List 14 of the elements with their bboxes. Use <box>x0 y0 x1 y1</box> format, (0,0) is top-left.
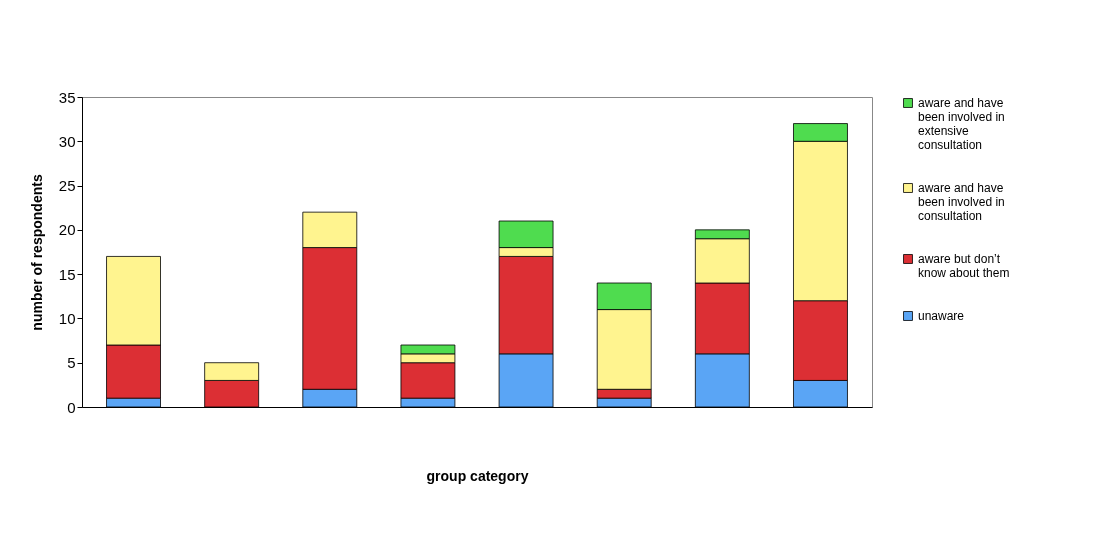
y-tick-label: 15 <box>58 265 76 283</box>
y-tick-label: 25 <box>58 177 76 195</box>
legend-label: aware and have been involved in extensive consultation <box>918 96 1005 152</box>
x-axis-title: group category <box>426 467 529 484</box>
legend-label: aware but don’t know about them <box>918 252 1010 280</box>
y-tick-label: 35 <box>58 88 76 106</box>
y-tick-label: 10 <box>58 309 76 327</box>
legend-label: aware and have been involved in consultation <box>918 181 1005 223</box>
y-tick-label: 5 <box>67 354 76 372</box>
legend-label: unaware <box>918 309 965 323</box>
y-tick-label: 0 <box>67 398 76 416</box>
y-axis-title: number of respondents <box>28 174 45 331</box>
y-tick-label: 30 <box>58 132 76 150</box>
y-tick-label: 20 <box>58 221 76 239</box>
